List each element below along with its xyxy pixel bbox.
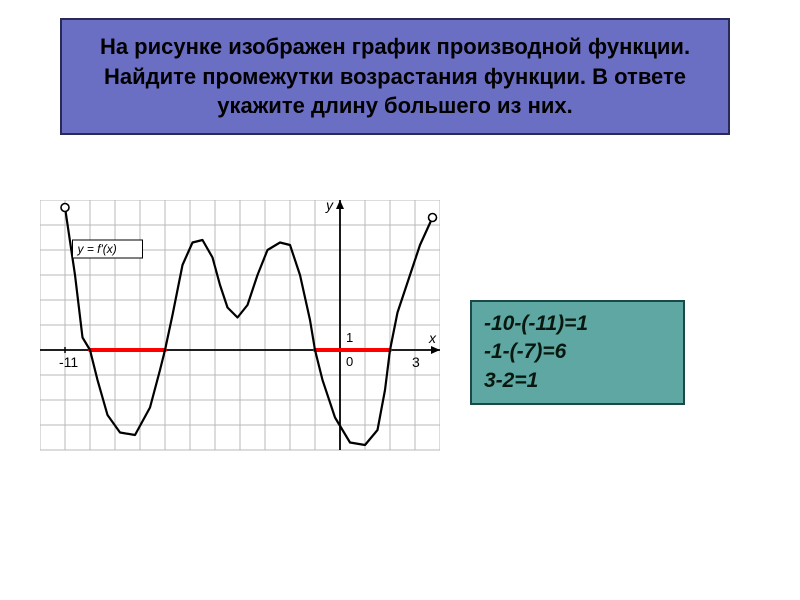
answer-line-2: -1-(-7)=6: [484, 338, 671, 366]
chart-svg: y x -11 1 0 3 y = f'(x): [40, 200, 440, 460]
svg-text:0: 0: [346, 354, 353, 369]
problem-statement-box: На рисунке изображен график производной …: [60, 18, 730, 135]
svg-text:-11: -11: [59, 354, 78, 370]
problem-text: На рисунке изображен график производной …: [78, 32, 712, 121]
derivative-chart: y x -11 1 0 3 y = f'(x): [40, 200, 440, 460]
answer-line-1: -10-(-11)=1: [484, 310, 671, 338]
svg-text:x: x: [428, 330, 437, 346]
answer-box: -10-(-11)=1 -1-(-7)=6 3-2=1: [470, 300, 685, 405]
svg-text:y: y: [325, 200, 334, 213]
svg-text:3: 3: [412, 354, 420, 370]
answer-line-3: 3-2=1: [484, 367, 671, 395]
svg-text:1: 1: [346, 330, 353, 345]
svg-text:y = f'(x): y = f'(x): [77, 242, 117, 256]
